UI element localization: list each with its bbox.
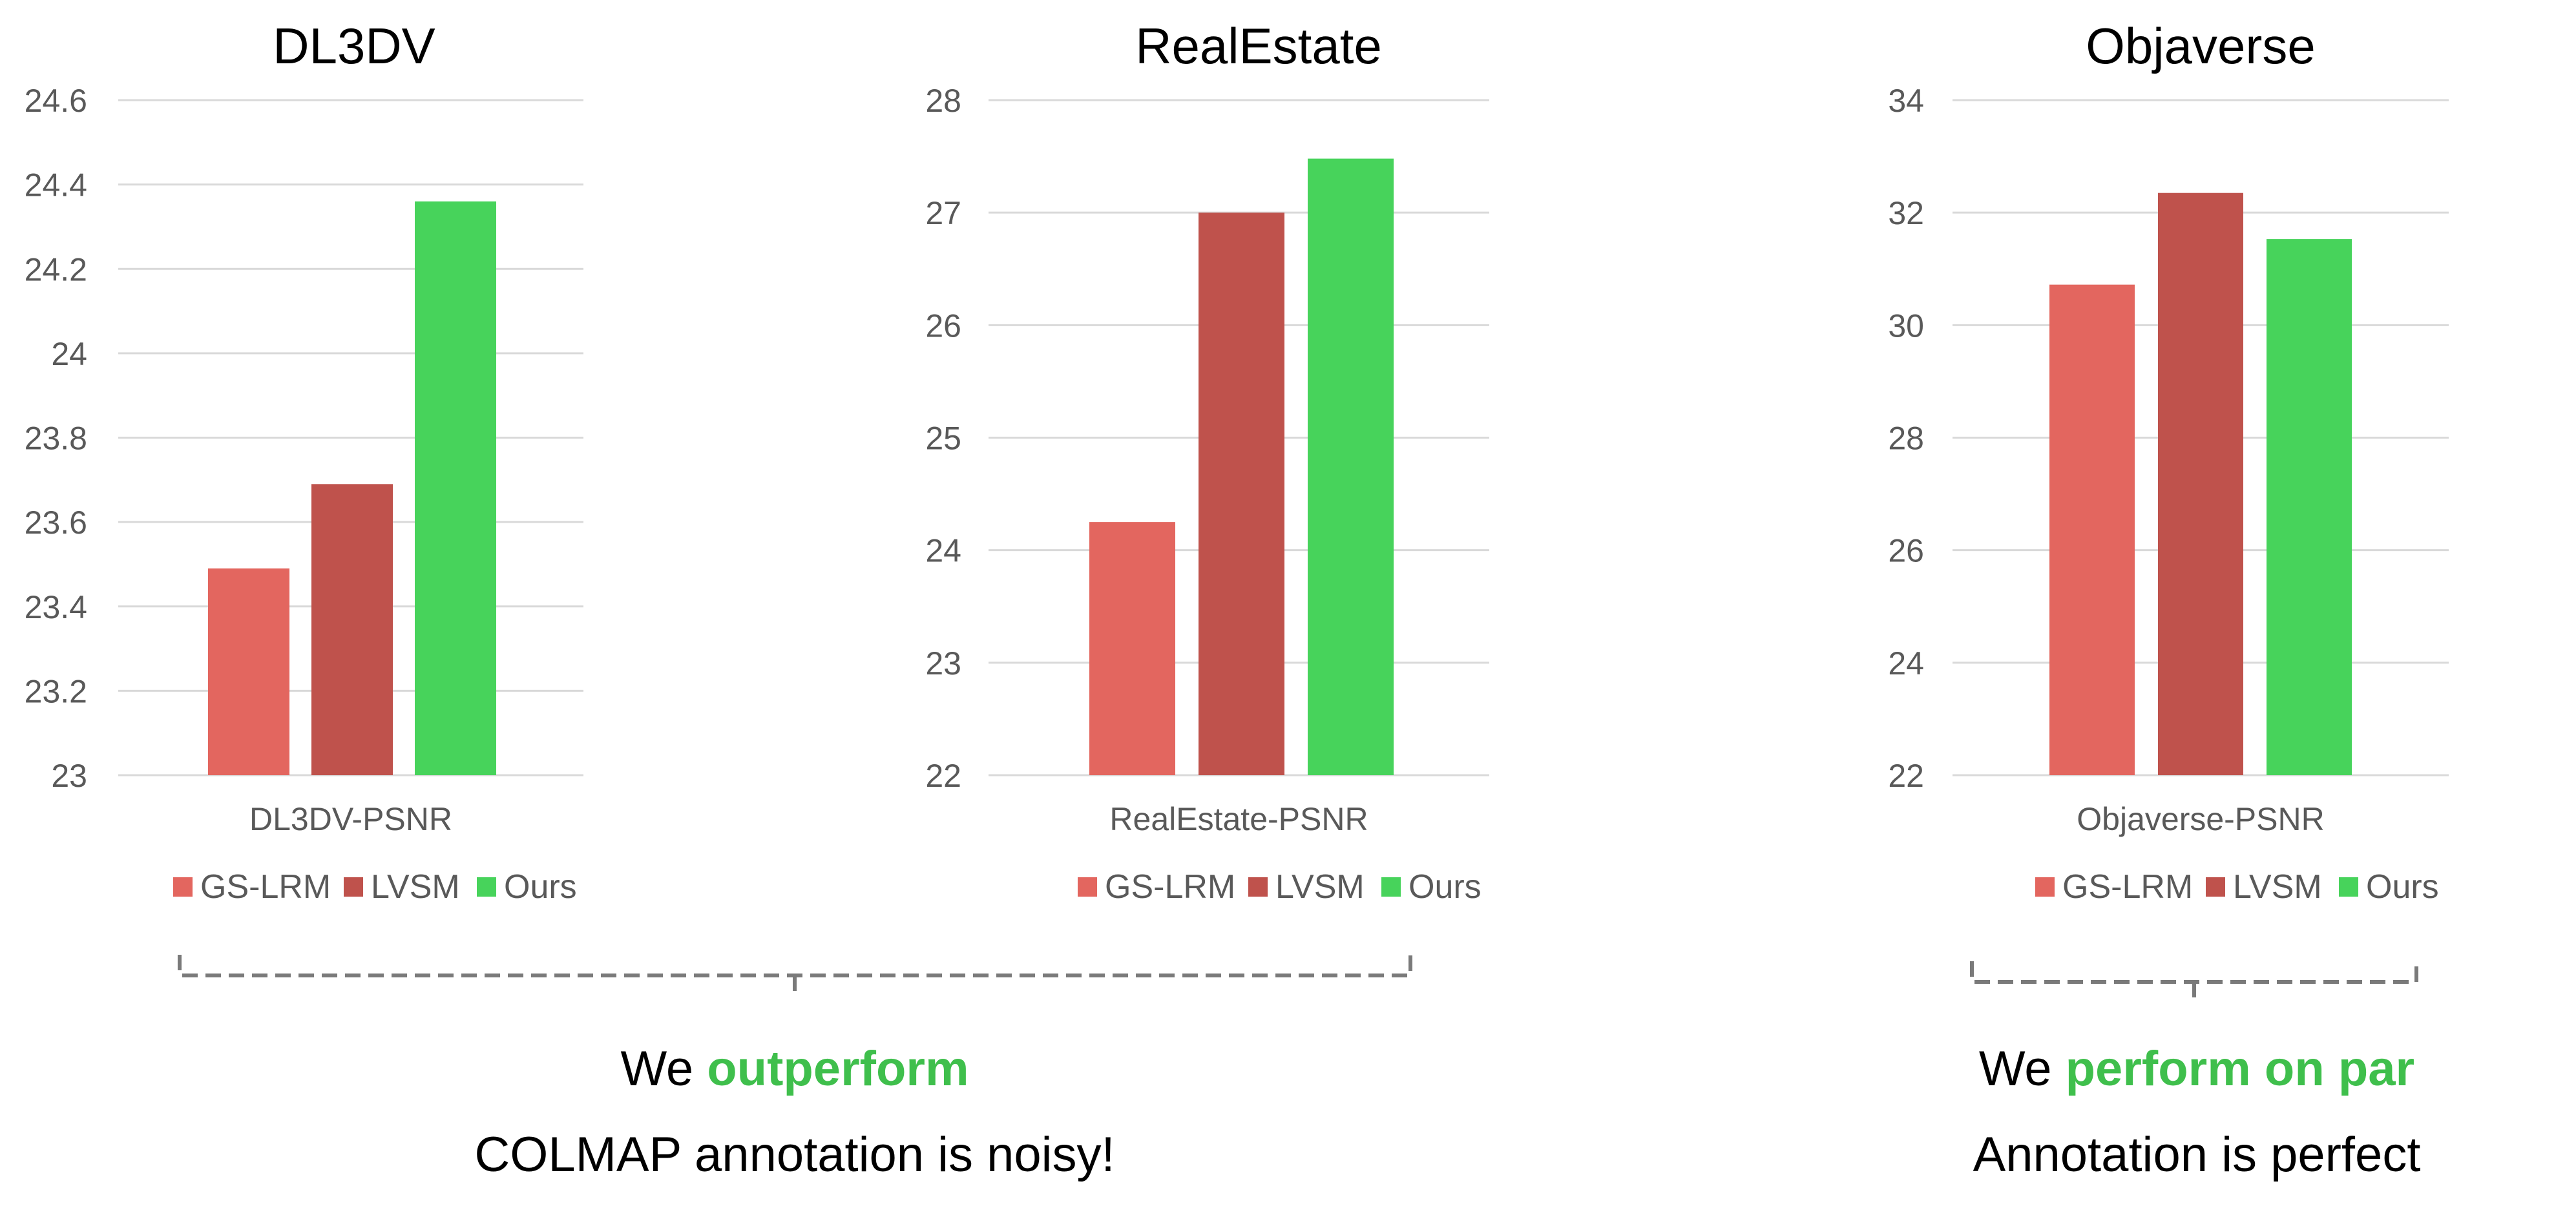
- y-tick-label: 34: [1888, 83, 1924, 119]
- y-tick-label: 23.2: [25, 673, 87, 709]
- bar-lvsm: [311, 484, 393, 775]
- y-tick-label: 24.2: [25, 251, 87, 287]
- bar-gs-lrm: [2049, 284, 2135, 776]
- bar-ours: [415, 201, 496, 775]
- bar-gs-lrm: [208, 568, 289, 775]
- annotation-left-accent: outperform: [707, 1041, 969, 1096]
- legend-swatch: [344, 877, 363, 897]
- y-tick-label: 32: [1888, 195, 1924, 231]
- legend-label: GS-LRM: [200, 868, 331, 906]
- chart-title: Objaverse: [2086, 17, 2316, 74]
- y-tick-label: 23.6: [25, 505, 87, 541]
- legend-label: LVSM: [371, 868, 460, 906]
- charts-group: DL3DV 23 23.2 23.4 23.6 23.8 24 24.2 24.4 24.6 DL3…: [25, 17, 2449, 906]
- y-tick-label: 26: [925, 307, 961, 344]
- y-tick-label: 23: [925, 645, 961, 682]
- bar-ours: [1308, 158, 1394, 776]
- annotation-left-prefix: We: [620, 1041, 707, 1096]
- y-tick-label: 22: [925, 758, 961, 794]
- y-tick-label: 30: [1888, 307, 1924, 344]
- y-tick-label: 28: [925, 83, 961, 119]
- y-tick-label: 24.4: [25, 167, 87, 203]
- x-category-label: RealEstate-PSNR: [1109, 801, 1368, 837]
- bar-gs-lrm: [1089, 522, 1175, 775]
- y-tick-label: 24: [1888, 645, 1924, 682]
- y-tick-label: 22: [1888, 758, 1924, 794]
- y-tick-label: 23: [51, 758, 87, 794]
- y-tick-label: 24.6: [25, 83, 87, 119]
- annotation-left-line2: COLMAP annotation is noisy!: [474, 1127, 1115, 1182]
- legend-swatch: [2035, 877, 2055, 897]
- annotation-right-line1: We perform on par: [1906, 1045, 2487, 1094]
- legend-swatch: [173, 877, 193, 897]
- legend-swatch: [2206, 877, 2225, 897]
- y-tick-label: 26: [1888, 533, 1924, 569]
- chart-panel-2: Objaverse 22 24 26 28 30 32 34 Objaverse-PSNR GS-…: [1888, 17, 2449, 906]
- y-tick-label: 23.4: [25, 589, 87, 625]
- legend-swatch: [1248, 877, 1268, 897]
- y-tick-label: 27: [925, 195, 961, 231]
- legend-label: LVSM: [2233, 868, 2322, 906]
- y-tick-label: 24: [51, 336, 87, 372]
- legend-label: Ours: [2366, 868, 2439, 906]
- annotation-right-accent: perform on par: [2065, 1041, 2415, 1096]
- y-tick-label: 25: [925, 421, 961, 457]
- annotation-right-prefix: We: [1978, 1041, 2066, 1096]
- bar-ours: [2267, 239, 2352, 775]
- legend-swatch: [477, 877, 496, 897]
- legend-swatch: [1078, 877, 1097, 897]
- legend-label: GS-LRM: [2062, 868, 2193, 906]
- annotation-right-line2: Annotation is perfect: [1973, 1127, 2421, 1182]
- chart-panel-1: RealEstate 22 23 24 25 26 27 28 RealEstate-PSNR G…: [925, 17, 1489, 906]
- x-category-label: DL3DV-PSNR: [249, 801, 452, 837]
- legend-label: Ours: [504, 868, 577, 906]
- legend-label: Ours: [1408, 868, 1482, 906]
- y-tick-label: 23.8: [25, 421, 87, 457]
- annotation-left-line1: We outperform: [536, 1045, 1053, 1094]
- bracket-left: [178, 955, 1412, 995]
- chart-title: RealEstate: [1135, 17, 1382, 74]
- legend-swatch: [2339, 877, 2358, 897]
- legend-label: LVSM: [1275, 868, 1365, 906]
- chart-panel-0: DL3DV 23 23.2 23.4 23.6 23.8 24 24.2 24.4 24.6 DL3…: [25, 17, 583, 906]
- bracket-right: [1970, 961, 2418, 1003]
- bar-lvsm: [1199, 213, 1284, 776]
- y-tick-label: 28: [1888, 421, 1924, 457]
- x-category-label: Objaverse-PSNR: [2077, 801, 2324, 837]
- bar-lvsm: [2158, 193, 2243, 775]
- legend-swatch: [1381, 877, 1401, 897]
- chart-title: DL3DV: [273, 17, 435, 74]
- y-tick-label: 24: [925, 533, 961, 569]
- legend-label: GS-LRM: [1105, 868, 1235, 906]
